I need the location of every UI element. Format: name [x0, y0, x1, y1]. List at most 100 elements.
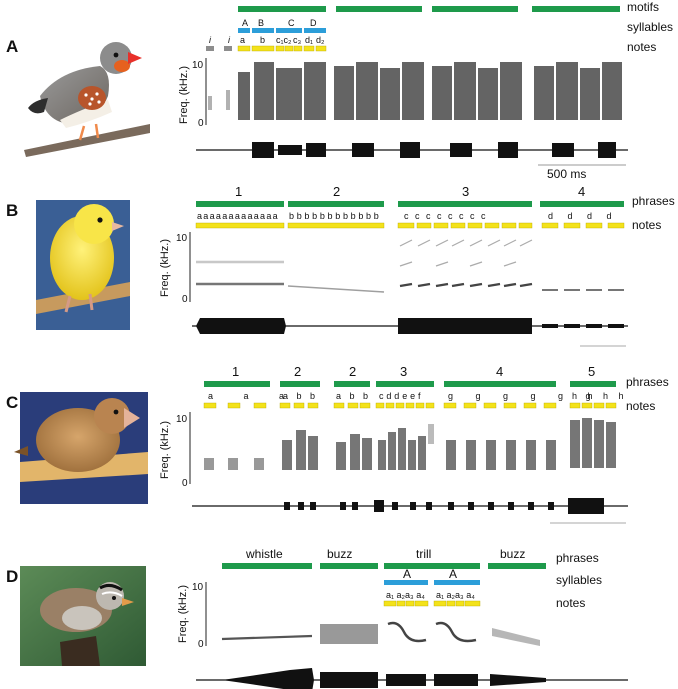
phrase-bar: [334, 381, 370, 387]
phrase-label: buzz: [500, 547, 525, 561]
syllable-label: B: [258, 18, 264, 28]
row-label: phrases: [632, 194, 675, 208]
syllable-bar: [238, 28, 250, 33]
phrase-label: 1: [235, 184, 242, 199]
syllable-label: A: [242, 18, 248, 28]
note-bar: [315, 45, 327, 52]
row-label: syllables: [627, 20, 673, 34]
phrase-bar: [204, 381, 270, 387]
spectrogram-d: [221, 621, 540, 646]
phrase-label: 4: [578, 184, 585, 199]
note-label: c₁c₂: [276, 35, 292, 45]
phrase-bar: [570, 381, 616, 387]
note-bar: [251, 45, 275, 52]
y-tick-bottom: 0: [198, 118, 204, 129]
note-labels: a a a: [208, 391, 298, 401]
phrase-label: 2: [333, 184, 340, 199]
y-tick-bottom: 0: [182, 478, 188, 489]
phrase-bar: [280, 381, 320, 387]
note-labels: a b b: [283, 391, 318, 401]
note-bars-d: [383, 600, 481, 607]
phrase-bar: [398, 201, 532, 207]
note-label: a: [240, 35, 245, 45]
phrase-bar: [540, 201, 624, 207]
y-tick-top: 10: [192, 60, 204, 71]
motif-bar: [432, 6, 518, 12]
phrase-label: buzz: [327, 547, 352, 561]
note-bar: [275, 45, 285, 52]
note-labels: g g g g g g: [448, 391, 601, 401]
note-bar: [303, 45, 315, 52]
row-label: phrases: [626, 375, 669, 389]
note-label: b: [260, 35, 265, 45]
phrase-bar: [376, 381, 434, 387]
waveform-c: [192, 498, 628, 514]
syllable-bar: [276, 28, 302, 33]
panel-b: B 1 2 3 4 a a a a a a a a a a a a a b b …: [6, 184, 675, 347]
row-label: motifs: [627, 0, 659, 14]
phrase-label: 5: [588, 364, 595, 379]
intro-note-label: i: [228, 35, 231, 45]
panel-c: C 1 2 2 3 4 5 a a a a b b a b b: [6, 364, 669, 524]
canary-photo: [36, 200, 130, 330]
panel-letter-c: C: [6, 393, 18, 412]
y-axis-label: Freq. (kHz.): [177, 585, 189, 643]
intro-note-label: i: [209, 35, 212, 45]
note-label: c₃: [293, 35, 302, 45]
phrase-label: 3: [400, 364, 407, 379]
y-axis-label: Freq. (kHz.): [159, 239, 171, 297]
spectrogram-c: [204, 418, 616, 470]
phrase-bar: [196, 201, 284, 207]
note-labels: b b b b b b b b b b b b: [289, 211, 379, 221]
syllable-label: D: [310, 18, 317, 28]
note-bar: [237, 45, 251, 52]
syllable-label: A: [403, 567, 411, 581]
syllable-label: C: [288, 18, 295, 28]
y-tick-top: 10: [176, 414, 188, 425]
phrase-label: 1: [232, 364, 239, 379]
phrase-bar: [444, 381, 556, 387]
motif-bar: [238, 6, 326, 12]
intro-note-bar: [206, 46, 214, 51]
y-tick-bottom: 0: [198, 639, 204, 650]
note-labels: a a a a a a a a a a a a a: [197, 211, 278, 221]
y-axis-label: Freq. (kHz.): [159, 421, 171, 479]
syllable-bar: [434, 580, 480, 585]
phrase-label: trill: [416, 547, 431, 561]
syllable-bar: [384, 580, 428, 585]
phrase-label: 4: [496, 364, 503, 379]
syllable-bar: [304, 28, 326, 33]
phrase-bar: [320, 563, 378, 569]
syllable-bar: [252, 28, 274, 33]
note-bars-c: [203, 402, 617, 409]
note-label: d₂: [316, 35, 325, 45]
note-labels: h h h h: [572, 391, 628, 401]
note-bar: [284, 45, 294, 52]
bengalese-finch-photo: [14, 392, 148, 504]
phrase-label: 2: [349, 364, 356, 379]
note-bars-b: [195, 222, 625, 229]
y-tick-top: 10: [192, 582, 204, 593]
panel-d: D whistle buzz trill buzz A A a₁ a: [6, 547, 628, 689]
waveform-d: [196, 668, 628, 689]
annotation-bars-c: 1 2 2 3 4 5 a a a a b b a b b c d d e e …: [203, 364, 628, 409]
note-labels: c c c c c c c c: [404, 211, 488, 221]
phrase-label: 2: [294, 364, 301, 379]
phrase-bar: [288, 201, 384, 207]
phrase-label: 3: [462, 184, 469, 199]
y-axis-label: Freq. (kHz.): [178, 66, 190, 124]
panel-a: A A B C: [6, 0, 673, 181]
row-label: notes: [632, 218, 661, 232]
motif-bar: [336, 6, 422, 12]
waveform-b: [192, 318, 628, 334]
note-labels: a b b: [336, 391, 371, 401]
phrase-label: whistle: [245, 547, 283, 561]
annotation-bars-a: A B C D i i a b c₁c₂ c₃ d₁ d₂: [206, 6, 620, 52]
phrase-bar: [222, 563, 312, 569]
spectrogram-a: [208, 62, 622, 120]
annotation-bars-d: whistle buzz trill buzz A A a₁ a₂a₃ a₄ a…: [222, 547, 546, 607]
panel-letter-b: B: [6, 201, 18, 220]
note-labels: d d d d: [548, 211, 618, 221]
note-labels: c d d e e f: [379, 391, 421, 401]
